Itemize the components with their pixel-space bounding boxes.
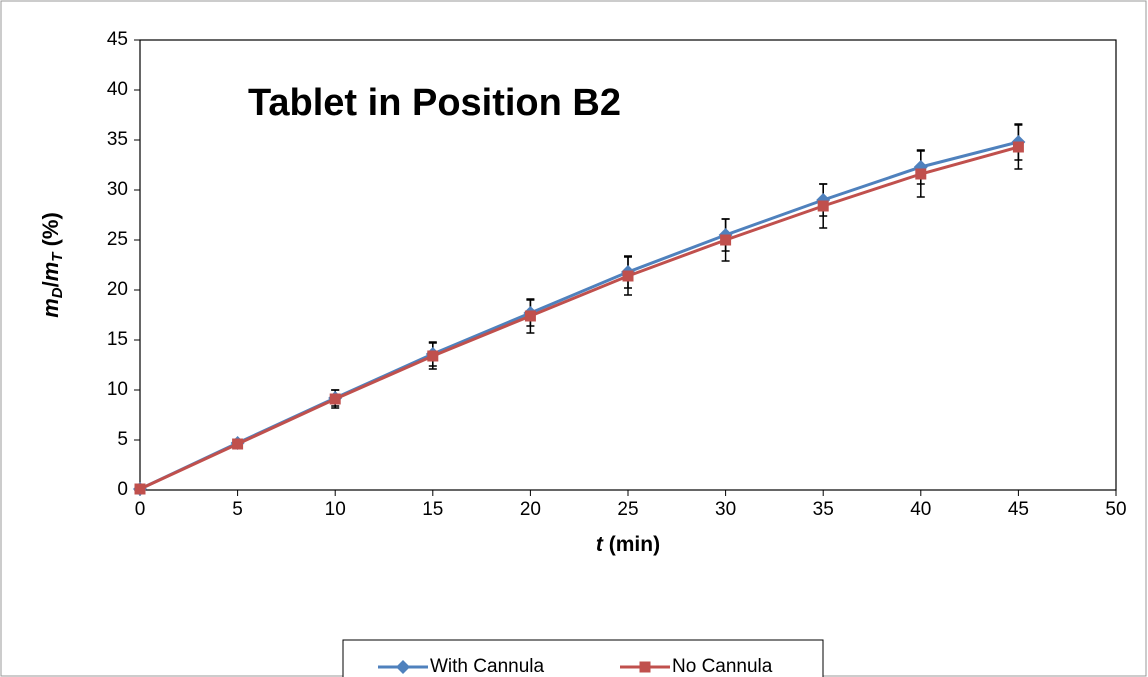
marker xyxy=(329,393,341,405)
x-tick-label: 5 xyxy=(232,499,243,520)
x-label-part: (min) xyxy=(603,533,660,556)
y-tick-label: 40 xyxy=(107,79,128,100)
x-tick-label: 45 xyxy=(1008,499,1029,520)
x-tick-label: 15 xyxy=(422,499,443,520)
marker xyxy=(524,310,536,322)
x-label-part: t xyxy=(596,533,604,556)
marker xyxy=(720,234,732,246)
marker xyxy=(232,438,244,450)
marker xyxy=(639,661,651,673)
marker xyxy=(915,168,927,180)
y-label-part: / xyxy=(38,281,63,287)
y-tick-label: 30 xyxy=(107,179,128,200)
x-axis-label: t (min) xyxy=(596,533,660,556)
y-label-part: D xyxy=(49,287,66,298)
y-tick-label: 35 xyxy=(107,129,128,150)
marker xyxy=(817,200,829,212)
y-tick-label: 5 xyxy=(117,429,128,450)
legend-box xyxy=(342,639,824,677)
y-label-part: T xyxy=(49,251,66,262)
marker xyxy=(396,660,410,674)
y-axis-label: mD/mT (%) xyxy=(38,212,66,318)
x-tick-label: 20 xyxy=(520,499,541,520)
y-tick-label: 25 xyxy=(107,229,128,250)
marker xyxy=(622,270,634,282)
x-tick-label: 30 xyxy=(715,499,736,520)
y-tick-label: 0 xyxy=(117,479,128,500)
x-tick-label: 50 xyxy=(1105,499,1126,520)
y-label-part: m xyxy=(38,262,63,282)
marker xyxy=(134,483,146,495)
y-tick-label: 15 xyxy=(107,329,128,350)
x-tick-label: 25 xyxy=(617,499,638,520)
chart-title: Tablet in Position B2 xyxy=(248,82,621,124)
marker xyxy=(427,350,439,362)
series-line xyxy=(139,145,1019,491)
marker xyxy=(1012,141,1024,153)
y-tick-label: 10 xyxy=(107,379,128,400)
y-tick-label: 45 xyxy=(107,29,128,50)
y-tick-label: 20 xyxy=(107,279,128,300)
y-label-part: (%) xyxy=(38,212,63,252)
legend-label: With Cannula xyxy=(430,656,544,677)
x-tick-label: 35 xyxy=(813,499,834,520)
x-tick-label: 40 xyxy=(910,499,931,520)
x-tick-label: 10 xyxy=(325,499,346,520)
legend-label: No Cannula xyxy=(672,656,773,677)
x-tick-label: 0 xyxy=(135,499,146,520)
y-label-part: m xyxy=(38,298,63,318)
